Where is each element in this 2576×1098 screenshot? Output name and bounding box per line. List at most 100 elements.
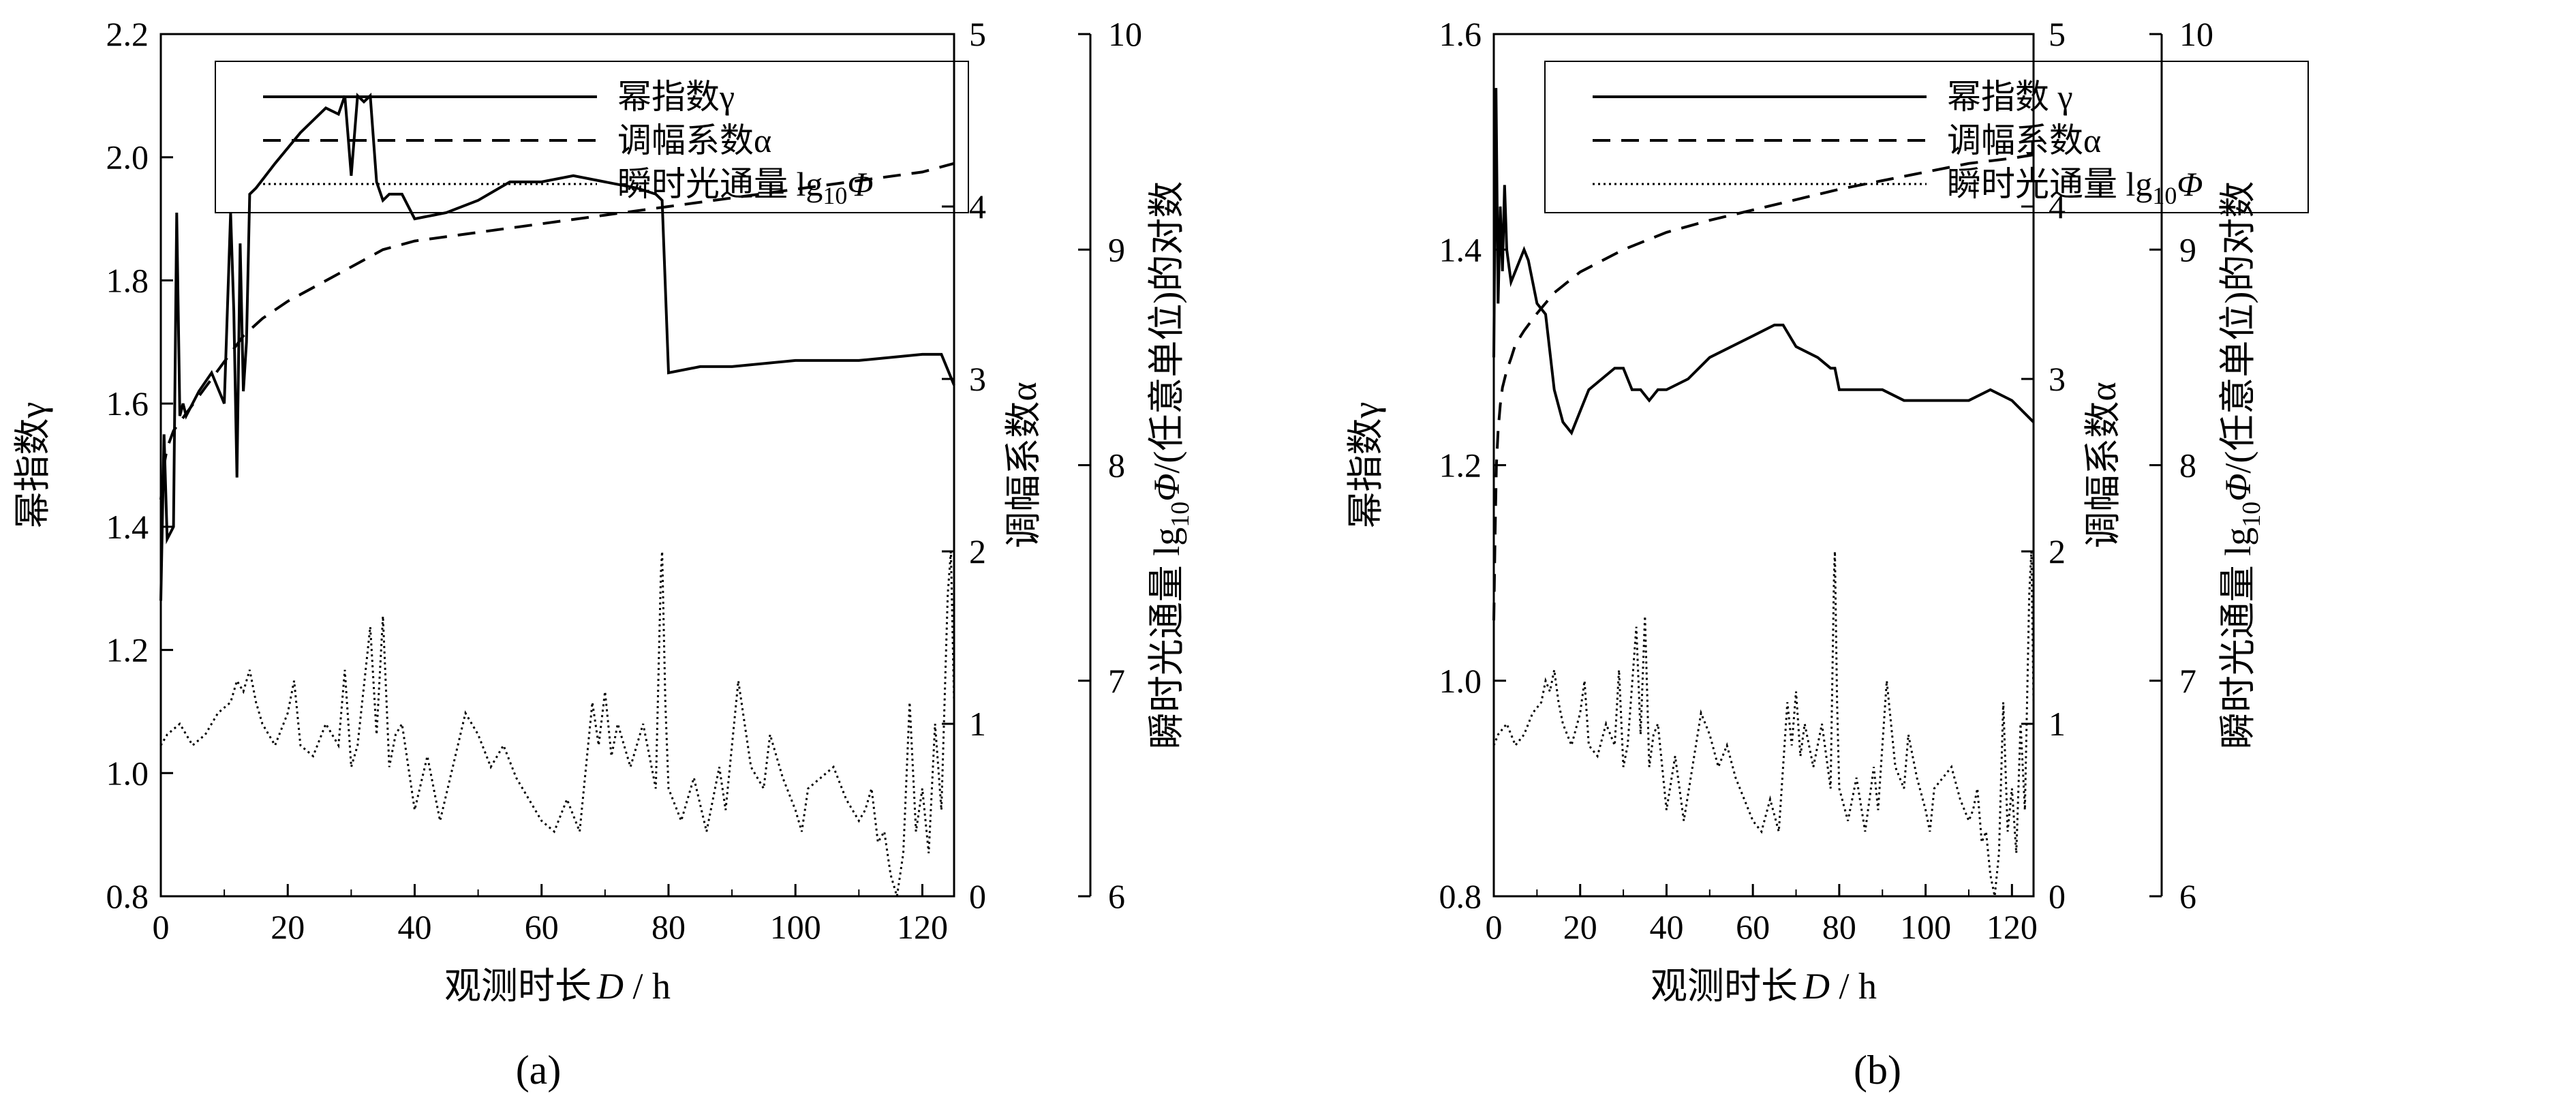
x-axis-title: 观测时长 D / h [1651,966,1877,1007]
x-axis-title-var: D [596,966,624,1007]
y-left-tick-label: 1.6 [106,384,149,423]
y-alpha-tick-label: 5 [969,15,986,53]
panel-b: 0 20 40 60 80 100 120 0.8 1.0 1.2 1.4 1.6 0 1 2 3 4 5 6 7 8 9… [1345,15,2309,1093]
y-left-title: 幂指数γ [12,402,53,529]
y-flux-tick-label: 8 [1108,446,1125,485]
y-left-tick-label: 0.8 [106,877,149,915]
x-axis-title-text: 观测时长 [444,966,592,1007]
y-left-title: 幂指数γ [1345,402,1386,529]
y-flux-tick-label: 10 [1108,15,1142,53]
plot-frame [1492,33,2035,898]
y-left-tick-label: 1.2 [106,631,149,669]
x-tick-label: 120 [1987,908,2038,946]
x-tick-label: 80 [651,908,686,946]
legend-label-var: Φ [2177,165,2203,203]
y-flux-title-var: Φ [1146,474,1187,502]
series-line-dashed [159,162,955,500]
legend-label: 幂指数γ [617,78,735,116]
x-axis-title-var: D [1803,966,1830,1007]
y-left-tick-label: 1.0 [106,754,149,792]
legend-label-text: 调幅系数α [1947,121,2101,159]
legend-label: 调幅系数α [1947,121,2101,159]
y-alpha-tick-label: 4 [969,187,986,226]
x-axis-title-unit: / h [624,966,671,1007]
y-left-tick-label: 2.0 [106,138,149,177]
y-alpha-tick-label: 4 [2049,187,2066,226]
y-flux-title: 瞬时光通量 lg10Φ/(任意单位)的对数 [2218,181,2266,750]
y-alpha-tick-label: 1 [969,705,986,743]
y-alpha-tick-label: 2 [2049,532,2066,570]
x-tick-label: 0 [153,908,170,946]
x-tick-label: 40 [1649,908,1683,946]
x-axis-title-unit: / h [1830,966,1877,1007]
y-alpha-title: 调幅系数α [1003,382,1044,548]
x-tick-label: 60 [1736,908,1770,946]
x-axis-title: 观测时长 D / h [444,966,671,1007]
legend-label-sub: 10 [823,182,847,209]
y-alpha-tick-label: 3 [969,360,986,398]
x-axis-title-text: 观测时长 [1651,966,1798,1007]
y-flux-tick-label: 9 [1108,230,1125,269]
y-flux-title-prefix: 瞬时光通量 lg [2218,528,2258,750]
y-left-tick-label: 1.8 [106,261,149,299]
legend-label-prefix: 瞬时光通量 lg [617,165,823,203]
series-line-dashed [1492,153,2034,621]
y-left-tick-label: 2.2 [106,15,149,53]
y-alpha-tick-label: 3 [2049,360,2066,398]
y-alpha-tick-label: 5 [2049,15,2066,53]
y-left-tick-label: 0.8 [1439,877,1482,915]
panel-label: (b) [1854,1048,1901,1093]
x-tick-label: 80 [1822,908,1856,946]
y-flux-tick-label: 8 [2179,446,2196,485]
y-flux-title-prefix: 瞬时光通量 lg [1146,528,1187,750]
plot-frame [159,33,955,898]
y-flux-tick-label: 7 [1108,662,1125,700]
y-alpha-tick-label: 2 [969,532,986,570]
y-flux-tick-label: 9 [2179,230,2196,269]
panel-label: (a) [516,1048,562,1093]
legend-label: 瞬时光通量 lg10Φ [617,165,873,209]
legend-label-sub: 10 [2152,182,2177,209]
y-flux-tick-label: 6 [1108,877,1125,915]
legend-label: 瞬时光通量 lg10Φ [1947,165,2203,209]
x-tick-label: 100 [1900,908,1951,946]
x-tick-label: 120 [897,908,948,946]
series-line-dotted [1492,551,2035,897]
y-left-tick-label: 1.4 [106,508,149,546]
y-flux-tick-label: 7 [2179,662,2196,700]
y-flux-title-suffix: /(任意单位)的对数 [1146,181,1187,474]
legend-label-prefix: 瞬时光通量 lg [1947,165,2152,203]
legend-box [215,61,969,213]
legend-label-var: Φ [847,165,873,203]
x-tick-label: 40 [397,908,431,946]
x-tick-label: 20 [271,908,305,946]
y-flux-title: 瞬时光通量 lg10Φ/(任意单位)的对数 [1146,181,1195,750]
series-line-solid [1492,88,2035,436]
y-flux-title-sub: 10 [2237,502,2266,528]
y-alpha-title: 调幅系数α [2083,382,2123,548]
y-flux-tick-label: 10 [2179,15,2213,53]
legend-label: 幂指数 γ [1947,78,2073,116]
y-flux-tick-label: 6 [2179,877,2196,915]
y-left-tick-label: 1.2 [1439,446,1482,485]
y-alpha-tick-label: 0 [2049,877,2066,915]
y-alpha-tick-label: 1 [2049,705,2066,743]
y-flux-title-suffix: /(任意单位)的对数 [2218,181,2258,474]
x-tick-label: 0 [1486,908,1503,946]
legend-label-text: 幂指数 γ [1947,78,2073,116]
legend-box [1544,61,2309,213]
legend-label-text: 幂指数γ [617,78,735,116]
series-line-solid [159,92,955,601]
y-flux-title-sub: 10 [1166,502,1195,528]
y-left-tick-label: 1.4 [1439,230,1482,269]
panel-a: 0 20 40 60 80 100 120 0.8 1.0 1.2 1.4 1.6 1.8 2.0 2.2 0… [12,15,1195,1093]
y-flux-title-var: Φ [2218,474,2258,502]
x-tick-label: 60 [525,908,559,946]
x-tick-label: 100 [770,908,821,946]
y-left-tick-label: 1.0 [1439,662,1482,700]
x-tick-label: 20 [1563,908,1597,946]
y-left-tick-label: 1.6 [1439,15,1482,53]
legend-label-text: 调幅系数α [617,121,771,159]
